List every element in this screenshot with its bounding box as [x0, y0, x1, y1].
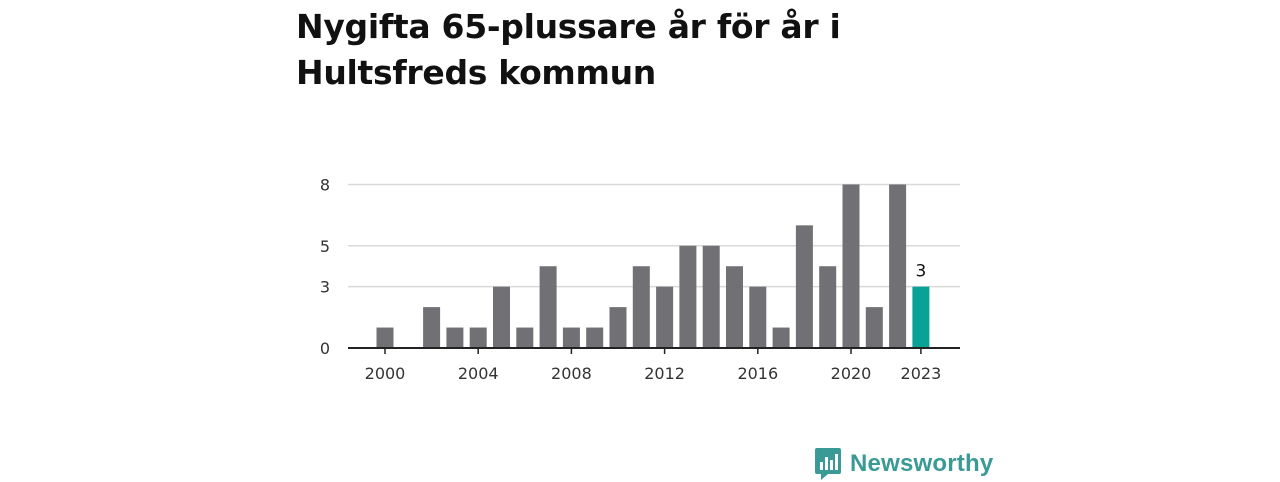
bar-2002 [423, 307, 441, 348]
bar-2004 [469, 327, 487, 348]
y-tick-label-8: 8 [320, 175, 330, 194]
x-tick-label-2004: 2004 [458, 364, 499, 383]
y-tick-label-3: 3 [320, 278, 330, 297]
x-tick-label-2016: 2016 [737, 364, 778, 383]
x-tick-label-2020: 2020 [831, 364, 872, 383]
labels: 0 3 5 8 2000 2004 2008 2012 2016 2020 2023 3 [320, 175, 941, 383]
newsworthy-logo-icon [815, 448, 841, 480]
bar-2006 [516, 327, 534, 348]
bar-2015 [726, 266, 743, 348]
brand-name: Newsworthy [850, 450, 994, 477]
y-tick-label-5: 5 [320, 237, 330, 256]
bar-2012 [656, 286, 674, 348]
x-tick-label-2008: 2008 [551, 364, 592, 383]
bar-2022 [889, 184, 907, 348]
brand-logo: Newsworthy [814, 446, 993, 482]
bars [376, 184, 930, 348]
bar-2010 [609, 307, 627, 348]
x-axis [348, 347, 960, 354]
bar-2005 [493, 286, 510, 348]
bar-2020 [842, 184, 860, 348]
bar-2008 [562, 327, 580, 348]
data-label-2023: 3 [915, 262, 926, 282]
bar-2009 [586, 327, 604, 348]
bar-2007 [539, 266, 557, 348]
x-tick-label-2000: 2000 [365, 364, 406, 383]
chart-title: Nygifta 65-plussare år för år i Hultsfre… [296, 7, 841, 92]
y-tick-label-0: 0 [320, 339, 330, 358]
bar-2023 [912, 286, 930, 348]
bar-2000 [376, 327, 394, 348]
bar-2017 [772, 327, 790, 348]
bar-2021 [865, 307, 883, 348]
bar-2014 [702, 245, 720, 348]
bar-2003 [446, 327, 464, 348]
grid-lines [348, 183, 960, 288]
bar-2013 [679, 245, 697, 348]
bar-2019 [819, 266, 837, 348]
bar-2018 [795, 225, 813, 348]
bar-2011 [632, 266, 650, 348]
bar-2016 [749, 286, 767, 348]
x-tick-label-2012: 2012 [644, 364, 685, 383]
x-tick-label-2023: 2023 [901, 364, 942, 383]
